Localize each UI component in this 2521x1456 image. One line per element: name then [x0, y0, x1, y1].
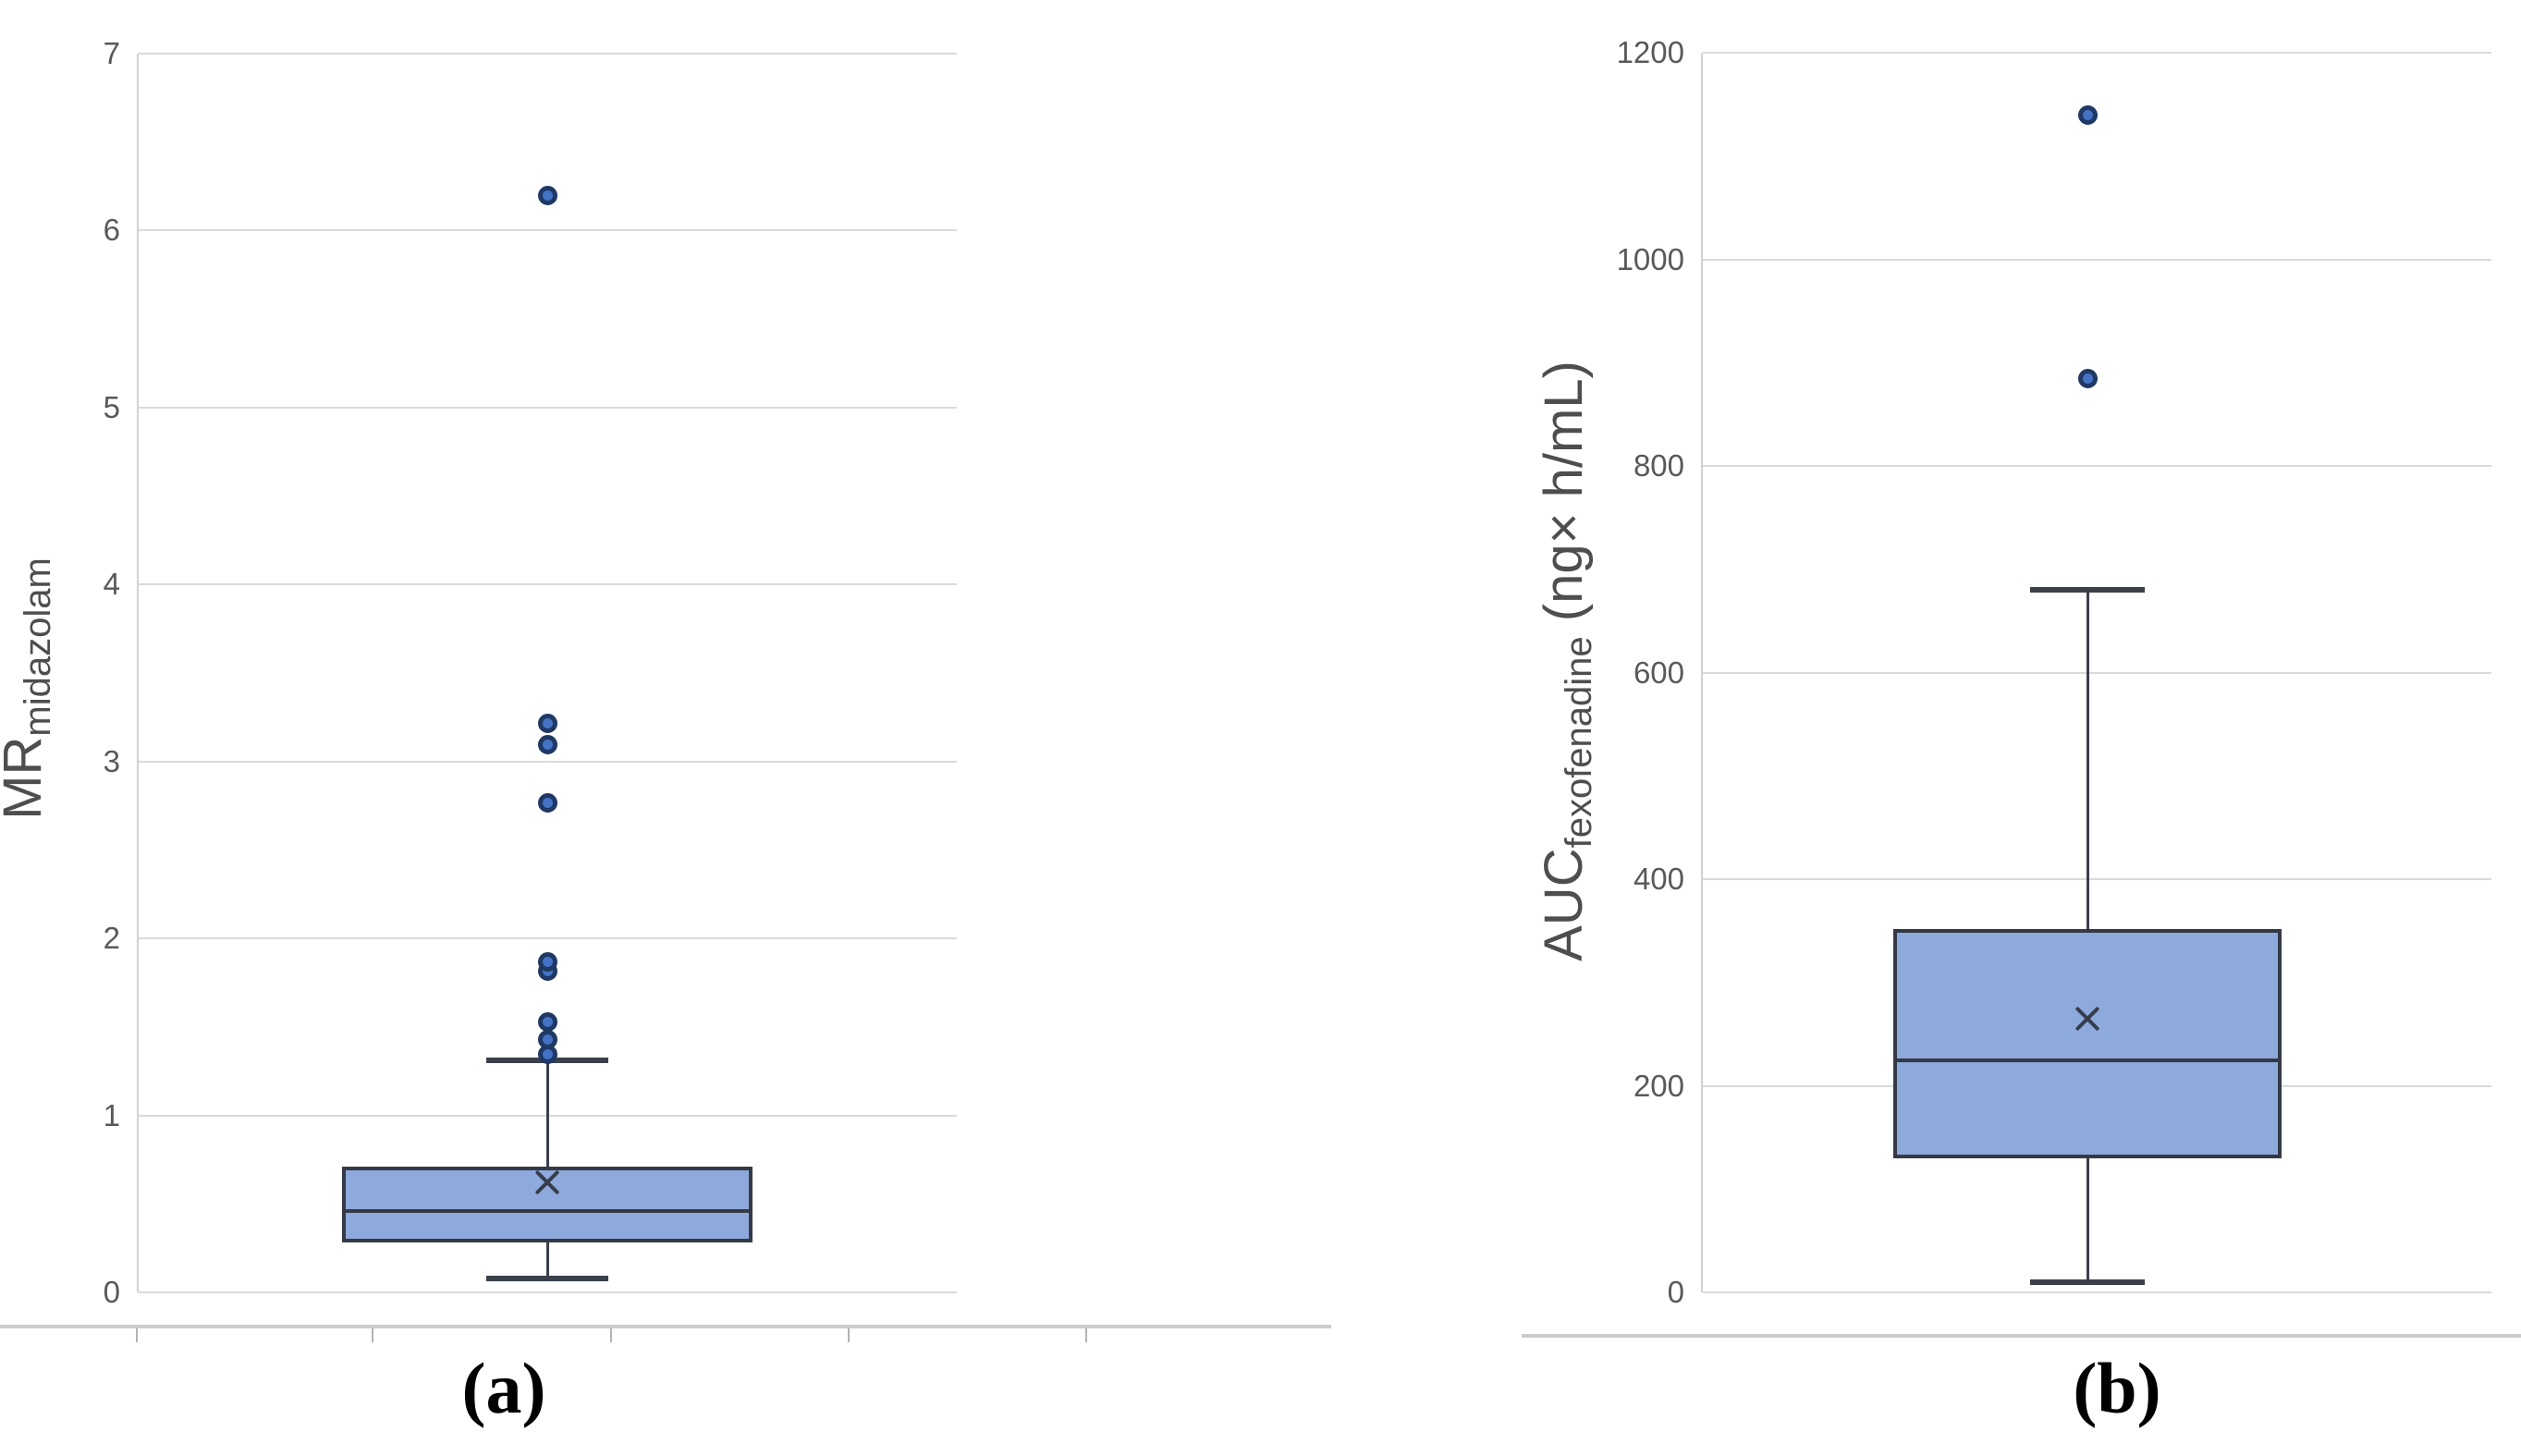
y-tick-label: 1000 — [1616, 241, 1684, 276]
outlier-point — [538, 1030, 557, 1050]
plot-area-a: 0 1 2 3 4 5 6 7 — [0, 36, 1331, 1342]
y-tick-label: 3 — [103, 743, 120, 778]
gridline — [139, 406, 957, 409]
mean-marker-icon — [532, 1167, 563, 1198]
gridline — [139, 53, 957, 55]
y-tick-label: 600 — [1633, 655, 1684, 690]
upper-whisker-line — [2087, 590, 2089, 929]
upper-whisker-line — [546, 1060, 549, 1168]
x-axis-tick — [136, 1328, 138, 1342]
y-axis-title-b: AUCfexofenadine (ng× h/mL) — [1534, 361, 1606, 961]
median-line — [342, 1208, 753, 1213]
lower-whisker-line — [546, 1242, 549, 1279]
y-tick-label: 400 — [1633, 862, 1684, 896]
y-axis-title-subscript: fexofenadine — [1559, 636, 1599, 849]
outlier-point — [2078, 369, 2098, 388]
gridline — [1703, 878, 2491, 880]
lower-whisker-cap — [486, 1275, 608, 1281]
y-tick-label: 0 — [1667, 1275, 1684, 1309]
x-axis-tick — [372, 1328, 373, 1342]
x-axis-tick — [1085, 1328, 1087, 1342]
y-tick-label: 200 — [1633, 1068, 1684, 1103]
y-tick-label: 7 — [103, 36, 120, 70]
outlier-point — [538, 734, 557, 754]
median-line — [1893, 1058, 2282, 1062]
gridline — [139, 1291, 957, 1293]
x-axis-tick — [848, 1328, 850, 1342]
gridline — [1703, 1291, 2491, 1293]
gridline — [1703, 465, 2491, 467]
y-tick-label: 2 — [103, 921, 120, 956]
gridline — [139, 583, 957, 586]
y-axis-title-subscript: midazolam — [18, 557, 58, 737]
gridline — [139, 760, 957, 763]
y-axis-line — [137, 54, 139, 1292]
y-tick-label: 1200 — [1616, 35, 1684, 69]
mean-marker-icon — [2072, 1003, 2103, 1034]
y-tick-label: 4 — [103, 567, 120, 602]
y-tick-label: 1 — [103, 1097, 120, 1132]
x-axis-line — [1522, 1334, 2521, 1338]
x-axis-line — [0, 1325, 1331, 1328]
y-axis-title-main: AUC — [1534, 848, 1594, 961]
y-axis-line — [1701, 53, 1703, 1292]
outlier-point — [538, 952, 557, 973]
outlier-point — [538, 186, 557, 206]
outlier-point — [538, 713, 557, 733]
x-axis-tick — [610, 1328, 612, 1342]
plot-area-b: 0 200 400 600 800 1000 1200 — [1350, 0, 2521, 1456]
y-tick-label: 0 — [103, 1275, 120, 1309]
y-tick-label: 800 — [1633, 448, 1684, 483]
upper-whisker-cap — [2030, 587, 2145, 593]
gridline — [1703, 671, 2491, 674]
panel-label-a: (a) — [461, 1348, 546, 1428]
outlier-point — [2078, 105, 2098, 126]
panel-label-b: (b) — [2073, 1348, 2161, 1428]
gridline — [1703, 258, 2491, 261]
lower-whisker-cap — [2030, 1279, 2145, 1285]
outlier-point — [538, 792, 557, 813]
y-axis-title-a: MRmidazolam — [0, 557, 65, 820]
y-axis-title-suffix: (ng× h/mL) — [1534, 361, 1594, 637]
lower-whisker-line — [2087, 1157, 2089, 1282]
y-tick-label: 5 — [103, 389, 120, 424]
outlier-point — [538, 1012, 557, 1033]
gridline — [139, 229, 957, 232]
panel-a: 0 1 2 3 4 5 6 7 MRmidazolam (a) — [0, 36, 1331, 1428]
box — [1893, 928, 2282, 1158]
gridline — [139, 937, 957, 940]
gridline — [1703, 52, 2491, 54]
panel-b: 0 200 400 600 800 1000 1200 AUCfexofenadine (n… — [1350, 0, 2521, 1456]
y-tick-label: 6 — [103, 213, 120, 248]
y-axis-title-main: MR — [0, 736, 53, 820]
